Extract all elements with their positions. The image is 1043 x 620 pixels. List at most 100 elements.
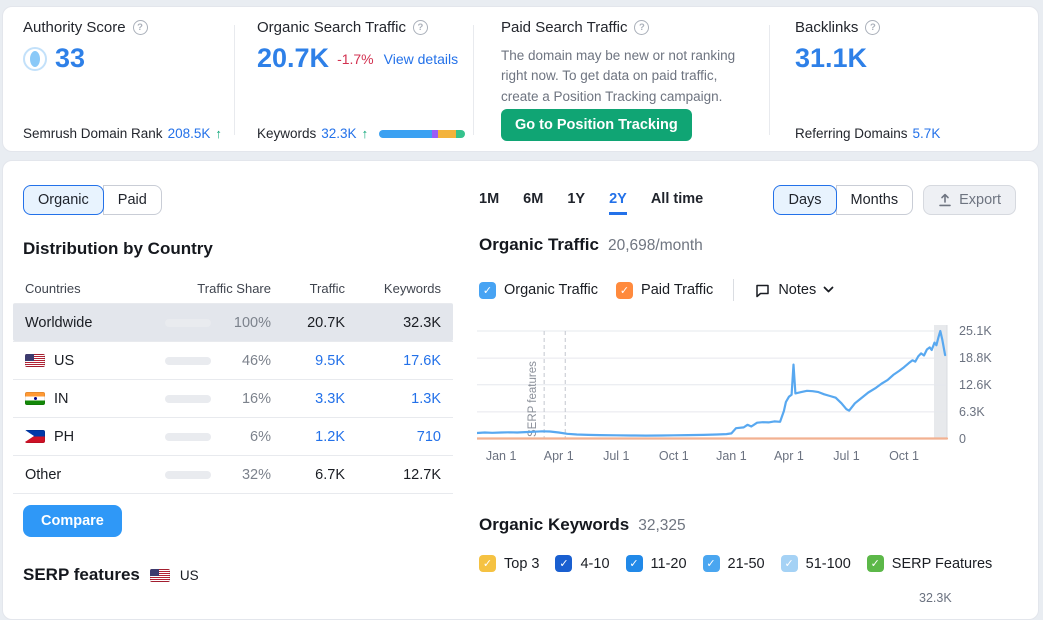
country-cell: Worldwide xyxy=(13,315,165,331)
tab-organic[interactable]: Organic xyxy=(23,185,104,215)
traffic-chart-svg: 0 6.3K 12.6K 18.8K 25.1K SERP features Jan 1 Ap… xyxy=(475,324,992,463)
domain-rank-label: Semrush Domain Rank xyxy=(23,126,163,141)
svg-text:25.1K: 25.1K xyxy=(959,324,992,338)
view-details-link[interactable]: View details xyxy=(383,50,459,67)
traffic-value[interactable]: 9.5K xyxy=(315,352,345,369)
svg-text:SERP features: SERP features xyxy=(527,361,539,437)
traffic-share-cell: 46% xyxy=(165,353,271,369)
paid-traffic-title: Paid Search Traffic xyxy=(501,19,628,36)
export-label: Export xyxy=(959,192,1001,208)
keywords-bar-segment xyxy=(456,129,465,138)
country-name: PH xyxy=(54,428,75,445)
checkbox-icon: ✓ xyxy=(780,555,798,572)
go-to-position-tracking-button[interactable]: Go to Position Tracking xyxy=(501,109,692,141)
svg-text:18.8K: 18.8K xyxy=(959,351,992,365)
keywords-value[interactable]: 17.6K xyxy=(403,352,441,369)
svg-text:Jan 1: Jan 1 xyxy=(486,449,517,463)
traffic-value[interactable]: 1.2K xyxy=(315,428,345,445)
range-all-time[interactable]: All time xyxy=(650,191,704,207)
notes-label: Notes xyxy=(778,282,817,298)
country-cell: Other xyxy=(13,467,165,483)
country-name: Other xyxy=(25,466,62,483)
organic-traffic-heading-label: Organic Traffic xyxy=(479,235,599,254)
filter-serp-features[interactable]: ✓ SERP Features xyxy=(866,555,992,572)
info-icon[interactable]: ? xyxy=(865,20,881,35)
table-row[interactable]: Other 32% 6.7K 12.7K xyxy=(13,455,453,494)
traffic-share-cell: 32% xyxy=(165,467,271,483)
keywords-bar-segment xyxy=(379,129,433,138)
traffic-share-cell: 6% xyxy=(165,429,271,445)
checkbox-icon: ✓ xyxy=(555,555,573,572)
export-button[interactable]: Export xyxy=(923,185,1016,215)
traffic-overview-card: Organic Paid 1M 6M 1Y 2Y All time Days Months … xyxy=(2,160,1039,620)
organic-paid-tabs: Organic Paid xyxy=(23,185,162,215)
referring-domains-value[interactable]: 5.7K xyxy=(912,126,941,141)
keywords-value[interactable]: 32.3K xyxy=(321,126,357,141)
backlinks-title: Backlinks xyxy=(795,19,859,36)
info-icon[interactable]: ? xyxy=(412,20,428,35)
range-1m[interactable]: 1M xyxy=(479,191,500,207)
range-2y[interactable]: 2Y xyxy=(609,191,627,215)
organic-traffic-value: 20.7K xyxy=(257,43,330,73)
svg-text:12.6K: 12.6K xyxy=(959,378,992,392)
share-bar xyxy=(165,432,211,441)
info-icon[interactable]: ? xyxy=(132,20,148,35)
organic-traffic-monthly-value: 20,698/month xyxy=(607,237,703,254)
filter-4-10[interactable]: ✓ 4-10 xyxy=(555,555,610,572)
share-percent: 16% xyxy=(241,390,271,407)
checkbox-icon: ✓ xyxy=(625,555,643,572)
organic-keywords-heading: Organic Keywords 32,325 xyxy=(479,515,686,535)
compare-button[interactable]: Compare xyxy=(23,505,122,537)
range-1y[interactable]: 1Y xyxy=(567,191,586,207)
table-row[interactable]: IN 16% 3.3K 1.3K xyxy=(13,379,453,417)
toggle-days[interactable]: Days xyxy=(773,185,837,215)
backlinks-value: 31.1K xyxy=(795,43,868,73)
tab-paid[interactable]: Paid xyxy=(102,185,162,215)
toggle-organic-traffic[interactable]: ✓ Organic Traffic xyxy=(479,281,598,299)
export-icon xyxy=(939,193,951,207)
keyword-position-filters: ✓ Top 3 ✓ 4-10 ✓ 11-20 ✓ 21-50 ✓ 51-100 ✓ SERP Feat… xyxy=(479,555,992,572)
keywords-value[interactable]: 710 xyxy=(416,428,441,445)
svg-text:Oct 1: Oct 1 xyxy=(889,449,919,463)
divider xyxy=(234,25,235,135)
divider xyxy=(769,25,770,135)
paid-traffic-message: The domain may be new or not ranking rig… xyxy=(501,48,736,104)
keywords-value[interactable]: 1.3K xyxy=(411,390,441,407)
info-icon[interactable]: ? xyxy=(634,20,650,35)
toggle-paid-traffic[interactable]: ✓ Paid Traffic xyxy=(616,281,713,299)
next-chart-axis-label: 32.3K xyxy=(919,591,952,605)
traffic-value: 20.7K xyxy=(307,314,345,331)
domain-rank-value[interactable]: 208.5K xyxy=(167,126,211,141)
toggle-months[interactable]: Months xyxy=(835,185,914,215)
organic-keywords-count: 32,325 xyxy=(638,517,686,534)
traffic-share-cell: 16% xyxy=(165,391,271,407)
date-range-tabs: 1M 6M 1Y 2Y All time xyxy=(479,191,703,215)
svg-text:Jul 1: Jul 1 xyxy=(603,449,629,463)
up-arrow-icon: ↑ xyxy=(361,126,369,141)
days-months-toggle: Days Months xyxy=(773,185,914,215)
filter-11-20[interactable]: ✓ 11-20 xyxy=(625,555,687,572)
checkbox-icon: ✓ xyxy=(866,555,884,572)
traffic-value[interactable]: 3.3K xyxy=(315,390,345,407)
filter-51-100[interactable]: ✓ 51-100 xyxy=(780,555,851,572)
organic-keywords-heading-label: Organic Keywords xyxy=(479,515,630,534)
country-name: Worldwide xyxy=(25,314,93,331)
share-percent: 32% xyxy=(241,466,271,483)
filter-21-50[interactable]: ✓ 21-50 xyxy=(702,555,765,572)
filter-top-3[interactable]: ✓ Top 3 xyxy=(479,555,539,572)
notes-dropdown[interactable]: Notes xyxy=(754,282,834,299)
column-header-keywords: Keywords xyxy=(383,280,441,296)
serp-features-title: SERP features xyxy=(23,565,140,584)
checkbox-icon: ✓ xyxy=(616,281,634,299)
range-6m[interactable]: 6M xyxy=(523,191,544,207)
table-row[interactable]: US 46% 9.5K 17.6K xyxy=(13,341,453,379)
country-cell: US xyxy=(13,353,165,369)
flag-ph-icon xyxy=(25,430,45,443)
table-row[interactable]: PH 6% 1.2K 710 xyxy=(13,417,453,455)
traffic-share-cell: 100% xyxy=(165,315,271,331)
table-row[interactable]: Worldwide 100% 20.7K 32.3K xyxy=(13,303,453,341)
svg-text:Apr 1: Apr 1 xyxy=(544,449,574,463)
column-header-countries: Countries xyxy=(25,280,81,296)
checkbox-icon: ✓ xyxy=(702,555,720,572)
authority-score-section: Authority Score ? 33 Semrush Domain Rank… xyxy=(23,19,223,141)
